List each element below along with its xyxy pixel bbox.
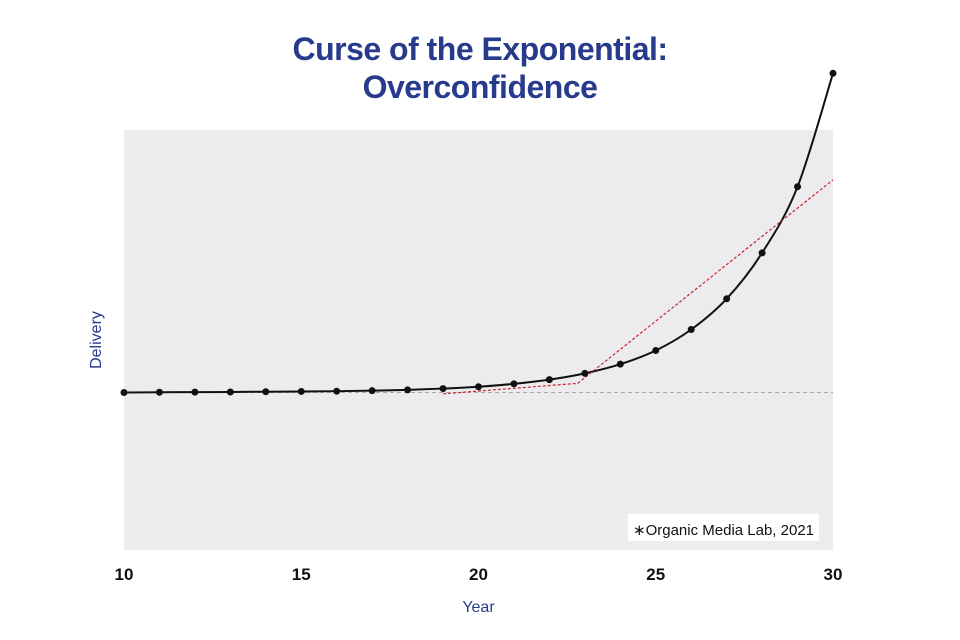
x-tick-label: 10: [115, 565, 134, 584]
y-axis-label: Delivery: [88, 311, 105, 369]
data-point: [368, 387, 376, 395]
data-point: [404, 386, 412, 394]
data-point: [652, 347, 660, 354]
data-point: [510, 380, 518, 388]
x-tick-label: 25: [646, 565, 665, 584]
data-point: [262, 388, 270, 396]
data-point: [758, 249, 766, 257]
source-note-background: [628, 514, 820, 541]
x-tick-label: 20: [469, 565, 488, 584]
data-points: [120, 69, 837, 396]
data-point: [333, 387, 341, 395]
data-point: [120, 389, 128, 396]
data-point: [191, 388, 199, 396]
data-point: [794, 183, 802, 191]
plot-area: [124, 130, 833, 550]
data-point: [439, 385, 447, 393]
chart-title-line-1: Curse of the Exponential:: [292, 31, 668, 67]
data-point: [475, 383, 482, 391]
chart-title: Curse of the Exponential: Overconfidence: [0, 30, 960, 106]
x-tick-label: 30: [824, 565, 843, 584]
expectation-dashed-line: [443, 179, 834, 395]
data-point: [616, 360, 624, 368]
data-point: [545, 376, 553, 384]
x-axis-label: Year: [462, 599, 495, 616]
source-note: ∗Organic Media Lab, 2021: [628, 514, 820, 541]
source-note-text: ∗Organic Media Lab, 2021: [633, 522, 814, 539]
data-point: [297, 387, 305, 395]
x-axis-ticks: 10 15 20 25 30: [115, 565, 843, 584]
x-tick-label: 15: [292, 565, 311, 584]
data-point: [687, 326, 695, 333]
data-point: [226, 388, 234, 396]
chart-title-line-2: Overconfidence: [362, 69, 598, 105]
data-point: [155, 388, 163, 396]
data-point: [581, 369, 589, 377]
data-point: [723, 295, 731, 303]
data-point: [829, 69, 837, 77]
